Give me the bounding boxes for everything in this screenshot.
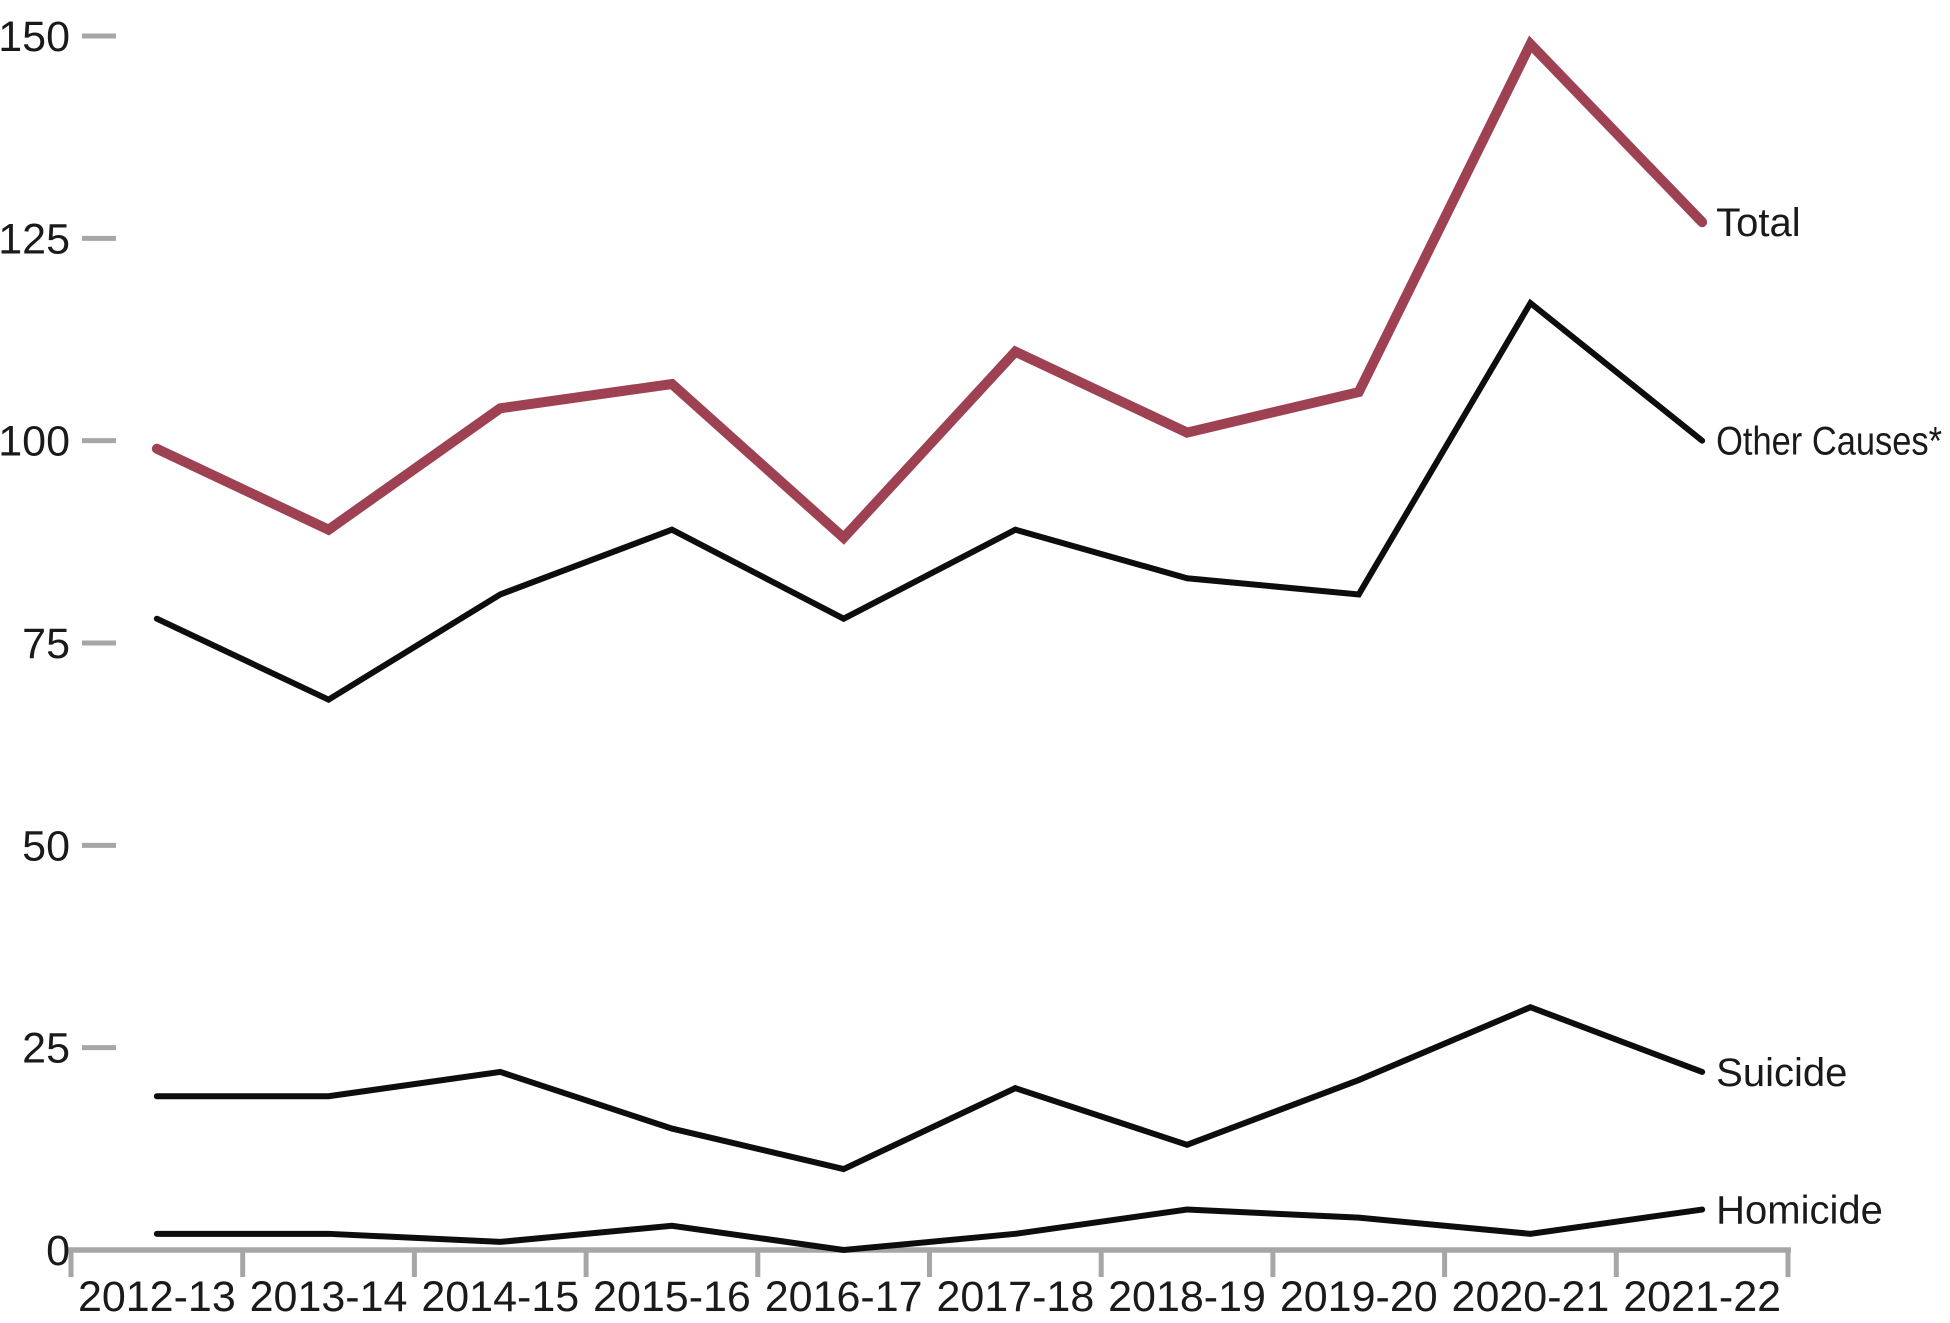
y-axis-tick-label: 150 (0, 13, 70, 61)
y-axis-tick-label: 75 (22, 620, 70, 668)
x-axis-category-label: 2014-15 (421, 1273, 579, 1321)
y-axis-tick-label: 25 (22, 1025, 70, 1073)
x-axis-category-label: 2015-16 (593, 1273, 751, 1321)
series-end-label-homicide: Homicide (1716, 1189, 1883, 1233)
y-axis-tick-label: 100 (0, 418, 70, 466)
x-axis-category-label: 2019-20 (1280, 1273, 1438, 1321)
x-axis-category-label: 2016-17 (765, 1273, 923, 1321)
x-axis-category-label: 2018-19 (1108, 1273, 1266, 1321)
y-axis-tick-label: 50 (22, 822, 70, 870)
x-axis-category-label: 2020-21 (1452, 1273, 1610, 1321)
x-axis-category-label: 2017-18 (936, 1273, 1094, 1321)
y-axis-tick-label: 0 (46, 1227, 70, 1275)
series-line-total (151, 35, 1708, 545)
series-line-homicide (153, 1206, 1706, 1254)
series-end-label-other-causes: Other Causes* (1716, 420, 1942, 464)
x-axis-category-label: 2021-22 (1623, 1273, 1781, 1321)
series-end-label-total: Total (1716, 201, 1801, 245)
series-end-label-suicide: Suicide (1716, 1051, 1847, 1095)
series-line-suicide (153, 1003, 1706, 1173)
series-line-other-causes (153, 298, 1706, 704)
x-axis-category-label: 2013-14 (250, 1273, 408, 1321)
y-axis-tick-label: 125 (0, 215, 70, 263)
x-axis-category-label: 2012-13 (78, 1273, 236, 1321)
